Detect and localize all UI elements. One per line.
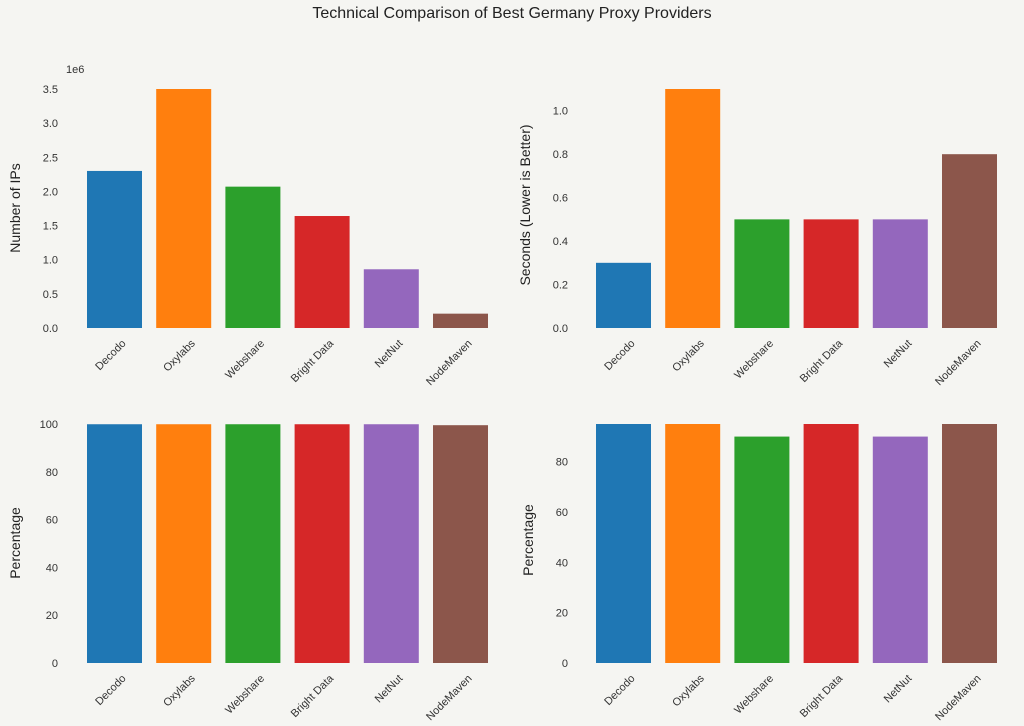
- y-tick-label: 40: [46, 562, 58, 574]
- bar-decodo: [87, 424, 142, 663]
- x-tick-label: Oxylabs: [670, 672, 707, 709]
- bar-oxylabs: [156, 424, 212, 663]
- y-tick-label: 0.8: [553, 149, 568, 161]
- x-tick-label: Decodo: [602, 673, 637, 708]
- y-axis-label: Percentage: [520, 504, 536, 576]
- bar-nodemaven: [433, 313, 488, 328]
- bar-webshare: [734, 436, 790, 663]
- y-tick-label: 40: [556, 557, 568, 569]
- bar-netnut: [872, 436, 928, 663]
- y-tick-label: 3.0: [43, 118, 58, 130]
- y-tick-label: 0.0: [43, 323, 58, 335]
- bar-webshare: [225, 186, 281, 328]
- y-axis-label: Number of IPs: [7, 163, 23, 252]
- y-tick-label: 1.5: [43, 221, 58, 233]
- bar-netnut: [363, 269, 419, 328]
- y-tick-label: 0.0: [553, 323, 568, 335]
- y-tick-label: 60: [556, 507, 568, 519]
- bar-oxylabs: [665, 424, 721, 663]
- x-tick-label: Webshare: [732, 673, 776, 717]
- y-tick-label: 80: [556, 457, 568, 469]
- y-tick-label: 0: [562, 658, 568, 670]
- bar-decodo: [87, 170, 142, 328]
- bar-bright-data: [803, 219, 859, 328]
- y-tick-label: 1.0: [43, 255, 58, 267]
- bar-oxylabs: [665, 89, 721, 328]
- y-tick-label: 60: [46, 515, 58, 527]
- y-tick-label: 1.0: [553, 106, 568, 118]
- y-tick-label: 80: [46, 467, 58, 479]
- y-tick-label: 0.2: [553, 280, 568, 292]
- y-tick-label: 20: [46, 610, 58, 622]
- y-axis-label: Percentage: [7, 507, 23, 579]
- bar-bright-data: [294, 216, 350, 328]
- y-tick-label: 2.0: [43, 186, 58, 198]
- y-tick-label: 0.4: [553, 236, 568, 248]
- bar-webshare: [734, 219, 790, 328]
- bar-nodemaven: [942, 424, 997, 663]
- bar-bright-data: [294, 424, 350, 663]
- bar-decodo: [596, 262, 651, 328]
- bar-netnut: [872, 219, 928, 328]
- x-tick-label: Bright Data: [798, 672, 846, 720]
- y-axis-label: Seconds (Lower is Better): [517, 124, 533, 285]
- x-tick-label: NetNut: [882, 673, 915, 706]
- y-tick-label: 0.6: [553, 193, 568, 205]
- y-tick-label: 100: [40, 419, 58, 431]
- bar-nodemaven: [433, 425, 488, 663]
- y-tick-label: 0: [52, 658, 58, 670]
- x-tick-label: NodeMaven: [933, 673, 983, 723]
- bar-bright-data: [803, 424, 859, 663]
- bar-oxylabs: [156, 89, 212, 328]
- bar-decodo: [596, 424, 651, 663]
- y-tick-label: 0.5: [43, 289, 58, 301]
- y-offset-label: 1e6: [66, 64, 84, 76]
- bar-netnut: [363, 424, 419, 663]
- bar-nodemaven: [942, 154, 997, 328]
- bar-webshare: [225, 424, 281, 663]
- chart-title: Technical Comparison of Best Germany Pro…: [312, 5, 712, 22]
- y-tick-label: 3.5: [43, 84, 58, 96]
- y-tick-label: 2.5: [43, 152, 58, 164]
- y-tick-label: 20: [556, 608, 568, 620]
